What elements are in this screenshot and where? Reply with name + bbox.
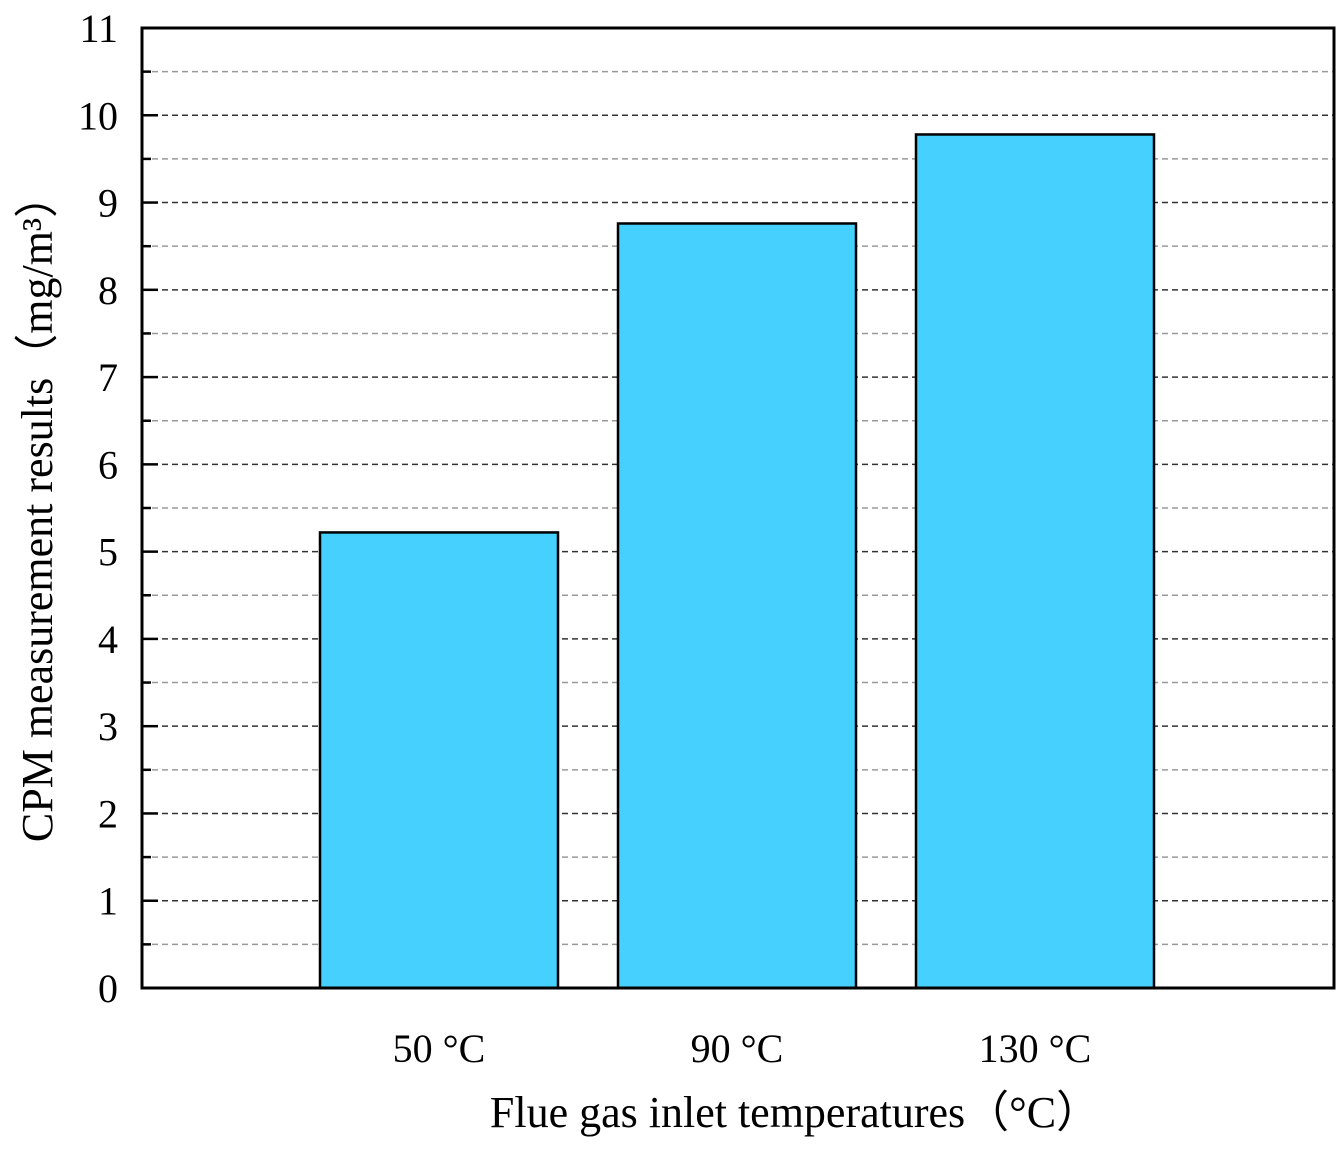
y-tick-label: 2: [98, 791, 118, 836]
x-tick-label: 130 °C: [979, 1026, 1092, 1071]
y-tick-label: 8: [98, 268, 118, 313]
y-tick-label: 10: [78, 93, 118, 138]
bar: [318, 531, 560, 990]
bar: [914, 133, 1156, 990]
x-tick-label: 50 °C: [393, 1026, 486, 1071]
x-tick-labels: 50 °C 90 °C 130 °C: [393, 1026, 1092, 1071]
y-tick-label: 11: [79, 6, 118, 51]
y-tick-label: 7: [98, 355, 118, 400]
bars: [318, 133, 1156, 990]
y-tick-label: 5: [98, 530, 118, 575]
x-tick-label: 90 °C: [691, 1026, 784, 1071]
y-tick-label: 6: [98, 442, 118, 487]
y-ticks: 0 1 2 3 4 5 6 7 8 9 10 11: [78, 6, 158, 1011]
y-tick-label: 0: [98, 966, 118, 1011]
y-tick-label: 3: [98, 704, 118, 749]
y-tick-label: 1: [98, 879, 118, 924]
y-axis-title: CPM measurement results（mg/m³）: [13, 174, 62, 842]
x-axis-title: Flue gas inlet temperatures（°C）: [490, 1088, 1100, 1137]
y-tick-label: 4: [98, 617, 118, 662]
y-tick-label: 9: [98, 181, 118, 226]
bar: [616, 222, 858, 990]
